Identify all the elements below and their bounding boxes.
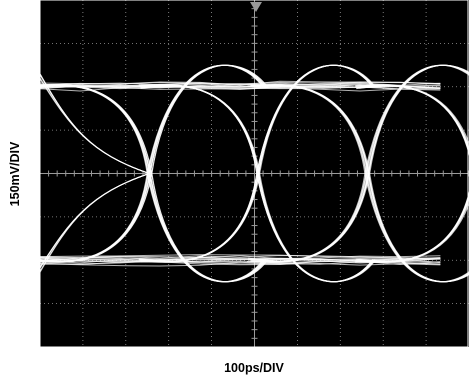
eye-trace bbox=[355, 84, 469, 153]
eye-trace bbox=[39, 254, 441, 259]
eye-trace bbox=[39, 81, 441, 86]
eye-trace bbox=[39, 255, 441, 260]
eye-trace bbox=[140, 84, 375, 283]
y-axis-label: 150mV/DIV bbox=[8, 141, 22, 206]
eye-trace bbox=[356, 84, 469, 151]
eye-trace bbox=[39, 74, 150, 174]
eye-trace bbox=[39, 173, 150, 269]
graticule bbox=[39, 0, 469, 348]
eye-trace bbox=[39, 257, 441, 261]
trigger-marker-icon bbox=[250, 2, 262, 12]
eye-trace bbox=[356, 194, 469, 262]
eye-trace bbox=[356, 196, 469, 263]
eye-trace bbox=[247, 84, 469, 283]
scope-frame bbox=[39, 0, 469, 348]
eye-trace bbox=[39, 261, 441, 267]
eye-traces bbox=[29, 0, 469, 348]
x-axis-label: 100ps/DIV bbox=[224, 361, 284, 375]
eye-trace bbox=[39, 87, 441, 92]
